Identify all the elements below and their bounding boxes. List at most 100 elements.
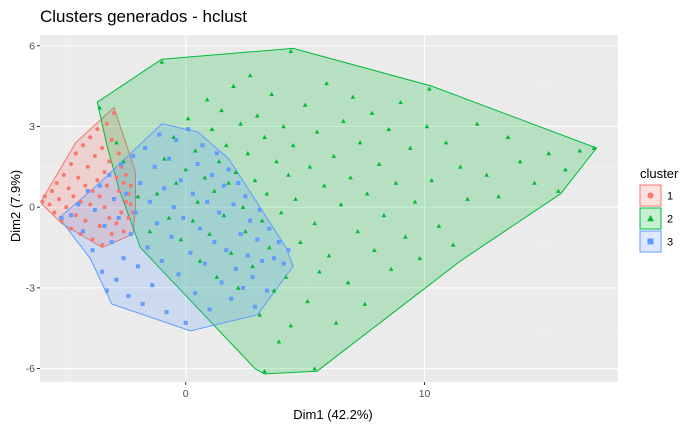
point-cluster-1 xyxy=(71,194,76,199)
point-cluster-1 xyxy=(97,194,102,199)
point-cluster-3 xyxy=(109,240,114,245)
point-cluster-2 xyxy=(286,172,291,177)
point-cluster-2 xyxy=(233,169,239,175)
chart-title: Clusters generados - hclust xyxy=(40,7,247,26)
point-cluster-2 xyxy=(159,59,165,64)
point-cluster-2 xyxy=(591,145,597,150)
point-cluster-3 xyxy=(126,293,131,298)
legend-marker-2 xyxy=(647,215,654,222)
point-cluster-3 xyxy=(248,218,253,223)
point-cluster-3 xyxy=(183,320,188,325)
point-cluster-3 xyxy=(245,253,250,258)
point-cluster-3 xyxy=(164,310,169,315)
legend-title: cluster xyxy=(640,166,679,181)
point-cluster-2 xyxy=(364,191,370,196)
point-cluster-2 xyxy=(223,142,229,148)
point-cluster-1 xyxy=(88,202,93,207)
point-cluster-2 xyxy=(474,121,480,126)
point-cluster-3 xyxy=(260,258,265,263)
point-cluster-3 xyxy=(224,248,229,253)
point-cluster-3 xyxy=(116,215,121,220)
point-cluster-3 xyxy=(178,178,183,183)
y-tick-label: 6 xyxy=(29,40,35,52)
point-cluster-2 xyxy=(276,339,282,344)
point-cluster-2 xyxy=(178,237,184,242)
point-cluster-3 xyxy=(193,291,198,296)
point-cluster-1 xyxy=(95,178,100,183)
point-cluster-3 xyxy=(123,191,128,196)
point-cluster-2 xyxy=(161,156,167,161)
point-cluster-3 xyxy=(272,256,277,261)
point-cluster-1 xyxy=(114,221,119,226)
point-cluster-1 xyxy=(57,197,62,202)
point-cluster-2 xyxy=(192,148,198,153)
point-cluster-2 xyxy=(135,194,141,199)
point-cluster-2 xyxy=(577,148,583,153)
point-cluster-2 xyxy=(219,108,224,113)
point-cluster-2 xyxy=(97,105,103,110)
point-cluster-1 xyxy=(61,172,66,177)
point-cluster-3 xyxy=(121,256,126,261)
point-cluster-3 xyxy=(135,264,140,269)
point-cluster-3 xyxy=(267,226,272,231)
point-cluster-2 xyxy=(341,118,346,123)
point-cluster-2 xyxy=(195,199,200,204)
point-cluster-1 xyxy=(49,189,54,194)
point-cluster-2 xyxy=(305,299,310,304)
point-cluster-3 xyxy=(150,283,155,288)
point-cluster-2 xyxy=(214,274,220,279)
point-cluster-3 xyxy=(162,186,167,191)
point-cluster-1 xyxy=(109,137,114,142)
point-cluster-3 xyxy=(155,221,160,226)
point-cluster-2 xyxy=(350,94,356,99)
point-cluster-3 xyxy=(231,202,236,207)
point-cluster-3 xyxy=(286,248,291,253)
point-cluster-3 xyxy=(90,248,95,253)
legend-label-3: 3 xyxy=(667,237,673,249)
point-cluster-3 xyxy=(107,172,112,177)
point-cluster-1 xyxy=(73,213,78,218)
point-cluster-2 xyxy=(362,301,368,306)
data-points xyxy=(40,48,597,374)
point-cluster-3 xyxy=(276,240,281,245)
point-cluster-2 xyxy=(555,188,561,193)
point-cluster-2 xyxy=(355,229,360,234)
point-cluster-2 xyxy=(240,204,246,209)
point-cluster-3 xyxy=(219,280,224,285)
point-cluster-1 xyxy=(83,218,88,223)
legend-label-1: 1 xyxy=(667,191,673,203)
point-cluster-2 xyxy=(266,245,272,250)
x-tick-label: 0 xyxy=(183,388,189,400)
point-cluster-3 xyxy=(217,210,222,215)
point-cluster-2 xyxy=(307,164,313,169)
point-cluster-2 xyxy=(197,258,203,263)
point-cluster-2 xyxy=(505,134,511,140)
point-cluster-2 xyxy=(417,255,423,261)
point-cluster-1 xyxy=(69,162,74,167)
point-cluster-3 xyxy=(102,223,107,228)
point-cluster-2 xyxy=(262,134,267,140)
point-cluster-1 xyxy=(97,223,102,228)
point-cluster-2 xyxy=(386,126,392,131)
point-cluster-3 xyxy=(209,172,214,177)
point-cluster-3 xyxy=(257,207,262,212)
point-cluster-3 xyxy=(214,151,219,156)
point-cluster-2 xyxy=(546,151,552,156)
point-cluster-2 xyxy=(345,280,351,285)
point-cluster-3 xyxy=(59,215,64,220)
point-cluster-2 xyxy=(212,188,217,193)
point-cluster-1 xyxy=(88,135,93,140)
point-cluster-2 xyxy=(185,116,191,121)
point-cluster-1 xyxy=(80,143,85,148)
point-cluster-2 xyxy=(563,167,568,172)
point-cluster-3 xyxy=(238,232,243,237)
point-cluster-1 xyxy=(126,215,131,220)
point-cluster-2 xyxy=(209,126,215,131)
point-cluster-2 xyxy=(262,368,267,374)
major-gridlines xyxy=(40,35,618,382)
point-cluster-3 xyxy=(97,183,102,188)
point-cluster-2 xyxy=(532,180,537,185)
point-cluster-1 xyxy=(40,199,45,204)
point-cluster-2 xyxy=(427,86,432,91)
